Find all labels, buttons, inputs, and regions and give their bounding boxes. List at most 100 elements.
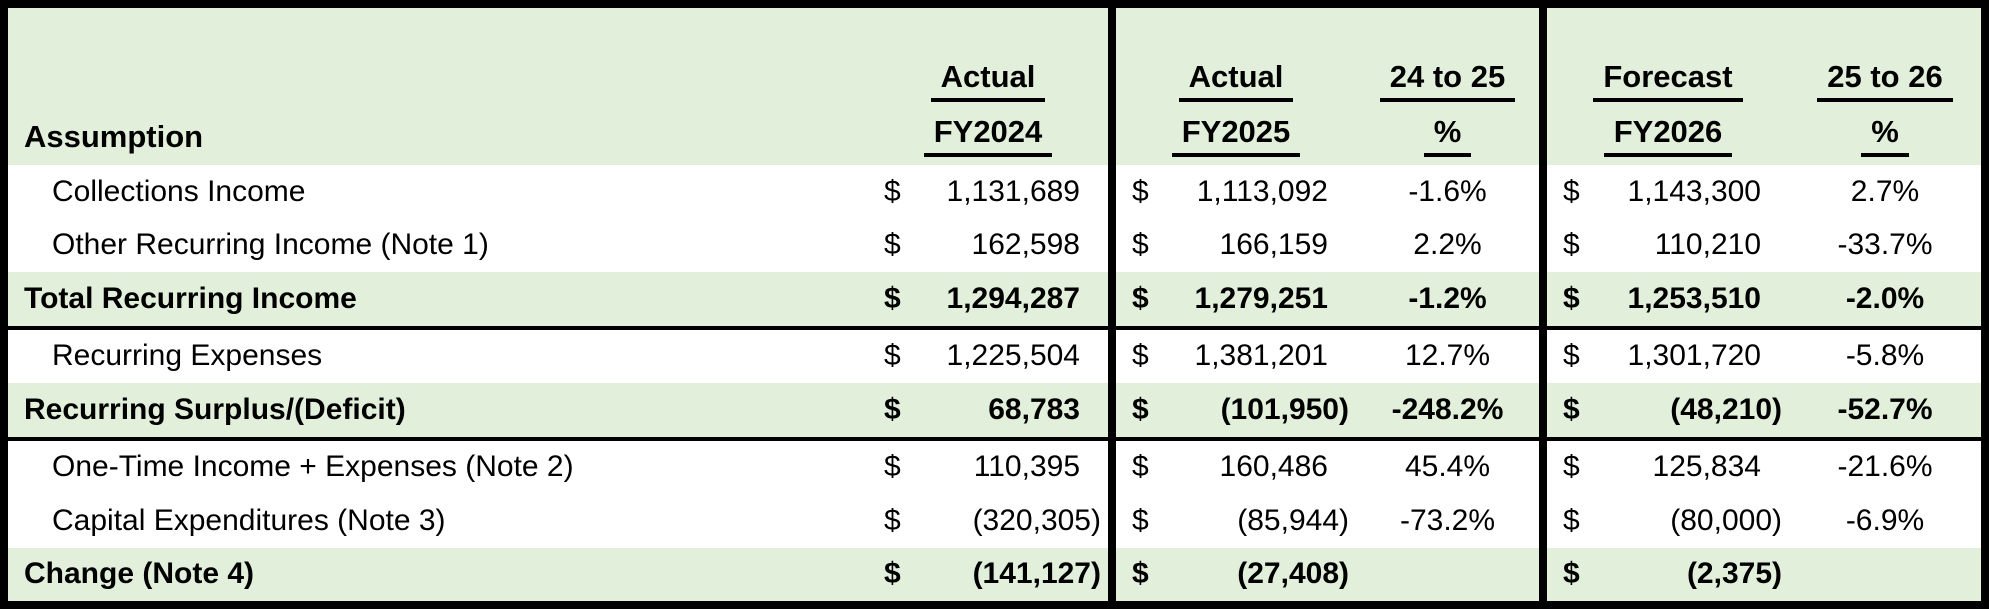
amount-value: 1,294,287 bbox=[946, 281, 1080, 315]
table-row-collections-income: Collections Income $ 1,131,689 $ 1,113,0… bbox=[8, 165, 1981, 219]
amount-value: 68,783 bbox=[988, 392, 1080, 426]
cell-fy2025: $ (101,950) bbox=[1108, 383, 1356, 437]
cell-pct-24-25: -248.2% bbox=[1391, 392, 1504, 426]
currency-symbol: $ bbox=[884, 503, 901, 537]
cell-fy2026: $ 1,301,720 bbox=[1539, 329, 1789, 383]
amount-value: (2,375) bbox=[1686, 557, 1782, 591]
currency-symbol: $ bbox=[1132, 281, 1149, 315]
amount-value: (80,000) bbox=[1670, 503, 1782, 537]
cell-fy2025: $ (85,944) bbox=[1108, 494, 1356, 548]
currency-symbol: $ bbox=[1132, 228, 1149, 262]
cell-fy2025: $ 1,381,201 bbox=[1108, 329, 1356, 383]
amount-value: (141,127) bbox=[972, 557, 1101, 591]
cell-fy2025: $ 166,159 bbox=[1108, 218, 1356, 272]
table-body: Collections Income $ 1,131,689 $ 1,113,0… bbox=[8, 165, 1981, 601]
header-line: Actual bbox=[1178, 59, 1294, 102]
cell-fy2025: $ 1,279,251 bbox=[1108, 272, 1356, 326]
currency-symbol: $ bbox=[1563, 281, 1580, 315]
table-row-recurring-expenses: Recurring Expenses $ 1,225,504 $ 1,381,2… bbox=[8, 329, 1981, 384]
currency-symbol: $ bbox=[1132, 557, 1149, 591]
cell-fy2025: $ 1,113,092 bbox=[1108, 165, 1356, 219]
cell-pct-25-26: 2.7% bbox=[1850, 174, 1920, 208]
amount-value: 1,279,251 bbox=[1194, 281, 1328, 315]
cell-pct-24-25: 2.2% bbox=[1413, 228, 1482, 262]
cell-pct-25-26: -33.7% bbox=[1837, 228, 1933, 262]
cell-fy2024: $ 110,395 bbox=[868, 441, 1108, 495]
header-line: Forecast bbox=[1593, 59, 1743, 102]
amount-value: 1,253,510 bbox=[1627, 281, 1761, 315]
row-label: Change (Note 4) bbox=[24, 557, 255, 591]
column-header-fy2025: Actual FY2025 bbox=[1108, 8, 1356, 165]
currency-symbol: $ bbox=[1563, 228, 1580, 262]
cell-pct-24-25: -1.2% bbox=[1408, 281, 1487, 315]
cell-fy2026: $ 125,834 bbox=[1539, 440, 1789, 494]
header-line: % bbox=[1423, 114, 1472, 157]
table-row-other-recurring-income: Other Recurring Income (Note 1) $ 162,59… bbox=[8, 218, 1981, 273]
row-label: One-Time Income + Expenses (Note 2) bbox=[52, 450, 574, 484]
amount-value: (48,210) bbox=[1670, 392, 1782, 426]
column-header-fy2024: Actual FY2024 bbox=[868, 8, 1108, 165]
currency-symbol: $ bbox=[1132, 339, 1149, 373]
row-label: Total Recurring Income bbox=[24, 281, 357, 315]
currency-symbol: $ bbox=[1132, 392, 1149, 426]
amount-value: 166,159 bbox=[1219, 228, 1328, 262]
column-header-assumption: Assumption bbox=[24, 119, 204, 154]
header-line: FY2025 bbox=[1171, 114, 1301, 157]
currency-symbol: $ bbox=[884, 339, 901, 373]
currency-symbol: $ bbox=[1563, 339, 1580, 373]
cell-fy2024: $ (320,305) bbox=[868, 494, 1108, 548]
currency-symbol: $ bbox=[884, 450, 901, 484]
currency-symbol: $ bbox=[1563, 503, 1580, 537]
currency-symbol: $ bbox=[884, 557, 901, 591]
amount-value: (27,408) bbox=[1237, 557, 1349, 591]
header-line: % bbox=[1861, 114, 1909, 157]
table-row-capital-expenditures: Capital Expenditures (Note 3) $ (320,305… bbox=[8, 494, 1981, 548]
row-label: Collections Income bbox=[52, 174, 306, 208]
amount-value: (85,944) bbox=[1237, 503, 1349, 537]
table-header-row: Assumption Actual FY2024 Actual FY2025 2… bbox=[8, 8, 1981, 165]
column-header-pct-25-26: 25 to 26 % bbox=[1789, 8, 1981, 165]
row-label: Other Recurring Income (Note 1) bbox=[52, 228, 489, 262]
header-line: 24 to 25 bbox=[1379, 59, 1516, 102]
cell-fy2024: $ (141,127) bbox=[868, 548, 1108, 602]
amount-value: (320,305) bbox=[972, 503, 1101, 537]
amount-value: (101,950) bbox=[1220, 392, 1349, 426]
cell-pct-25-26: -21.6% bbox=[1837, 450, 1933, 484]
cell-pct-24-25: -1.6% bbox=[1408, 174, 1487, 208]
cell-fy2024: $ 162,598 bbox=[868, 219, 1108, 273]
amount-value: 125,834 bbox=[1652, 450, 1761, 484]
cell-fy2024: $ 68,783 bbox=[868, 383, 1108, 437]
amount-value: 160,486 bbox=[1219, 450, 1328, 484]
cell-fy2025: $ (27,408) bbox=[1108, 547, 1356, 601]
amount-value: 1,225,504 bbox=[946, 339, 1080, 373]
cell-pct-25-26: -2.0% bbox=[1845, 281, 1925, 315]
cell-fy2026: $ (80,000) bbox=[1539, 494, 1789, 548]
cell-fy2026: $ 1,253,510 bbox=[1539, 272, 1789, 326]
table-row-one-time-income-expenses: One-Time Income + Expenses (Note 2) $ 11… bbox=[8, 440, 1981, 495]
currency-symbol: $ bbox=[1563, 174, 1580, 208]
header-line: Actual bbox=[930, 59, 1046, 102]
column-header-fy2026: Forecast FY2026 bbox=[1539, 8, 1789, 165]
table-row-recurring-surplus-deficit: Recurring Surplus/(Deficit) $ 68,783 $ (… bbox=[8, 383, 1981, 441]
cell-pct-24-25: -73.2% bbox=[1399, 503, 1496, 537]
currency-symbol: $ bbox=[1563, 557, 1580, 591]
amount-value: 110,210 bbox=[1654, 228, 1761, 262]
cell-fy2026: $ (48,210) bbox=[1539, 383, 1789, 437]
header-line: FY2024 bbox=[923, 114, 1053, 157]
amount-value: 1,113,092 bbox=[1196, 174, 1328, 208]
column-header-pct-24-25: 24 to 25 % bbox=[1356, 8, 1539, 165]
cell-fy2024: $ 1,294,287 bbox=[868, 272, 1108, 326]
currency-symbol: $ bbox=[1132, 503, 1149, 537]
row-label: Recurring Surplus/(Deficit) bbox=[24, 392, 406, 426]
currency-symbol: $ bbox=[884, 392, 901, 426]
cell-fy2024: $ 1,225,504 bbox=[868, 330, 1108, 384]
amount-value: 1,301,720 bbox=[1627, 339, 1761, 373]
cell-pct-24-25 bbox=[1356, 548, 1539, 602]
cell-fy2026: $ 1,143,300 bbox=[1539, 165, 1789, 219]
row-label: Recurring Expenses bbox=[52, 339, 323, 373]
cell-fy2026: $ 110,210 bbox=[1539, 218, 1789, 272]
currency-symbol: $ bbox=[1563, 392, 1580, 426]
row-label: Capital Expenditures (Note 3) bbox=[52, 503, 446, 537]
header-line: 25 to 26 bbox=[1817, 59, 1953, 102]
cell-pct-25-26: -52.7% bbox=[1837, 392, 1933, 426]
